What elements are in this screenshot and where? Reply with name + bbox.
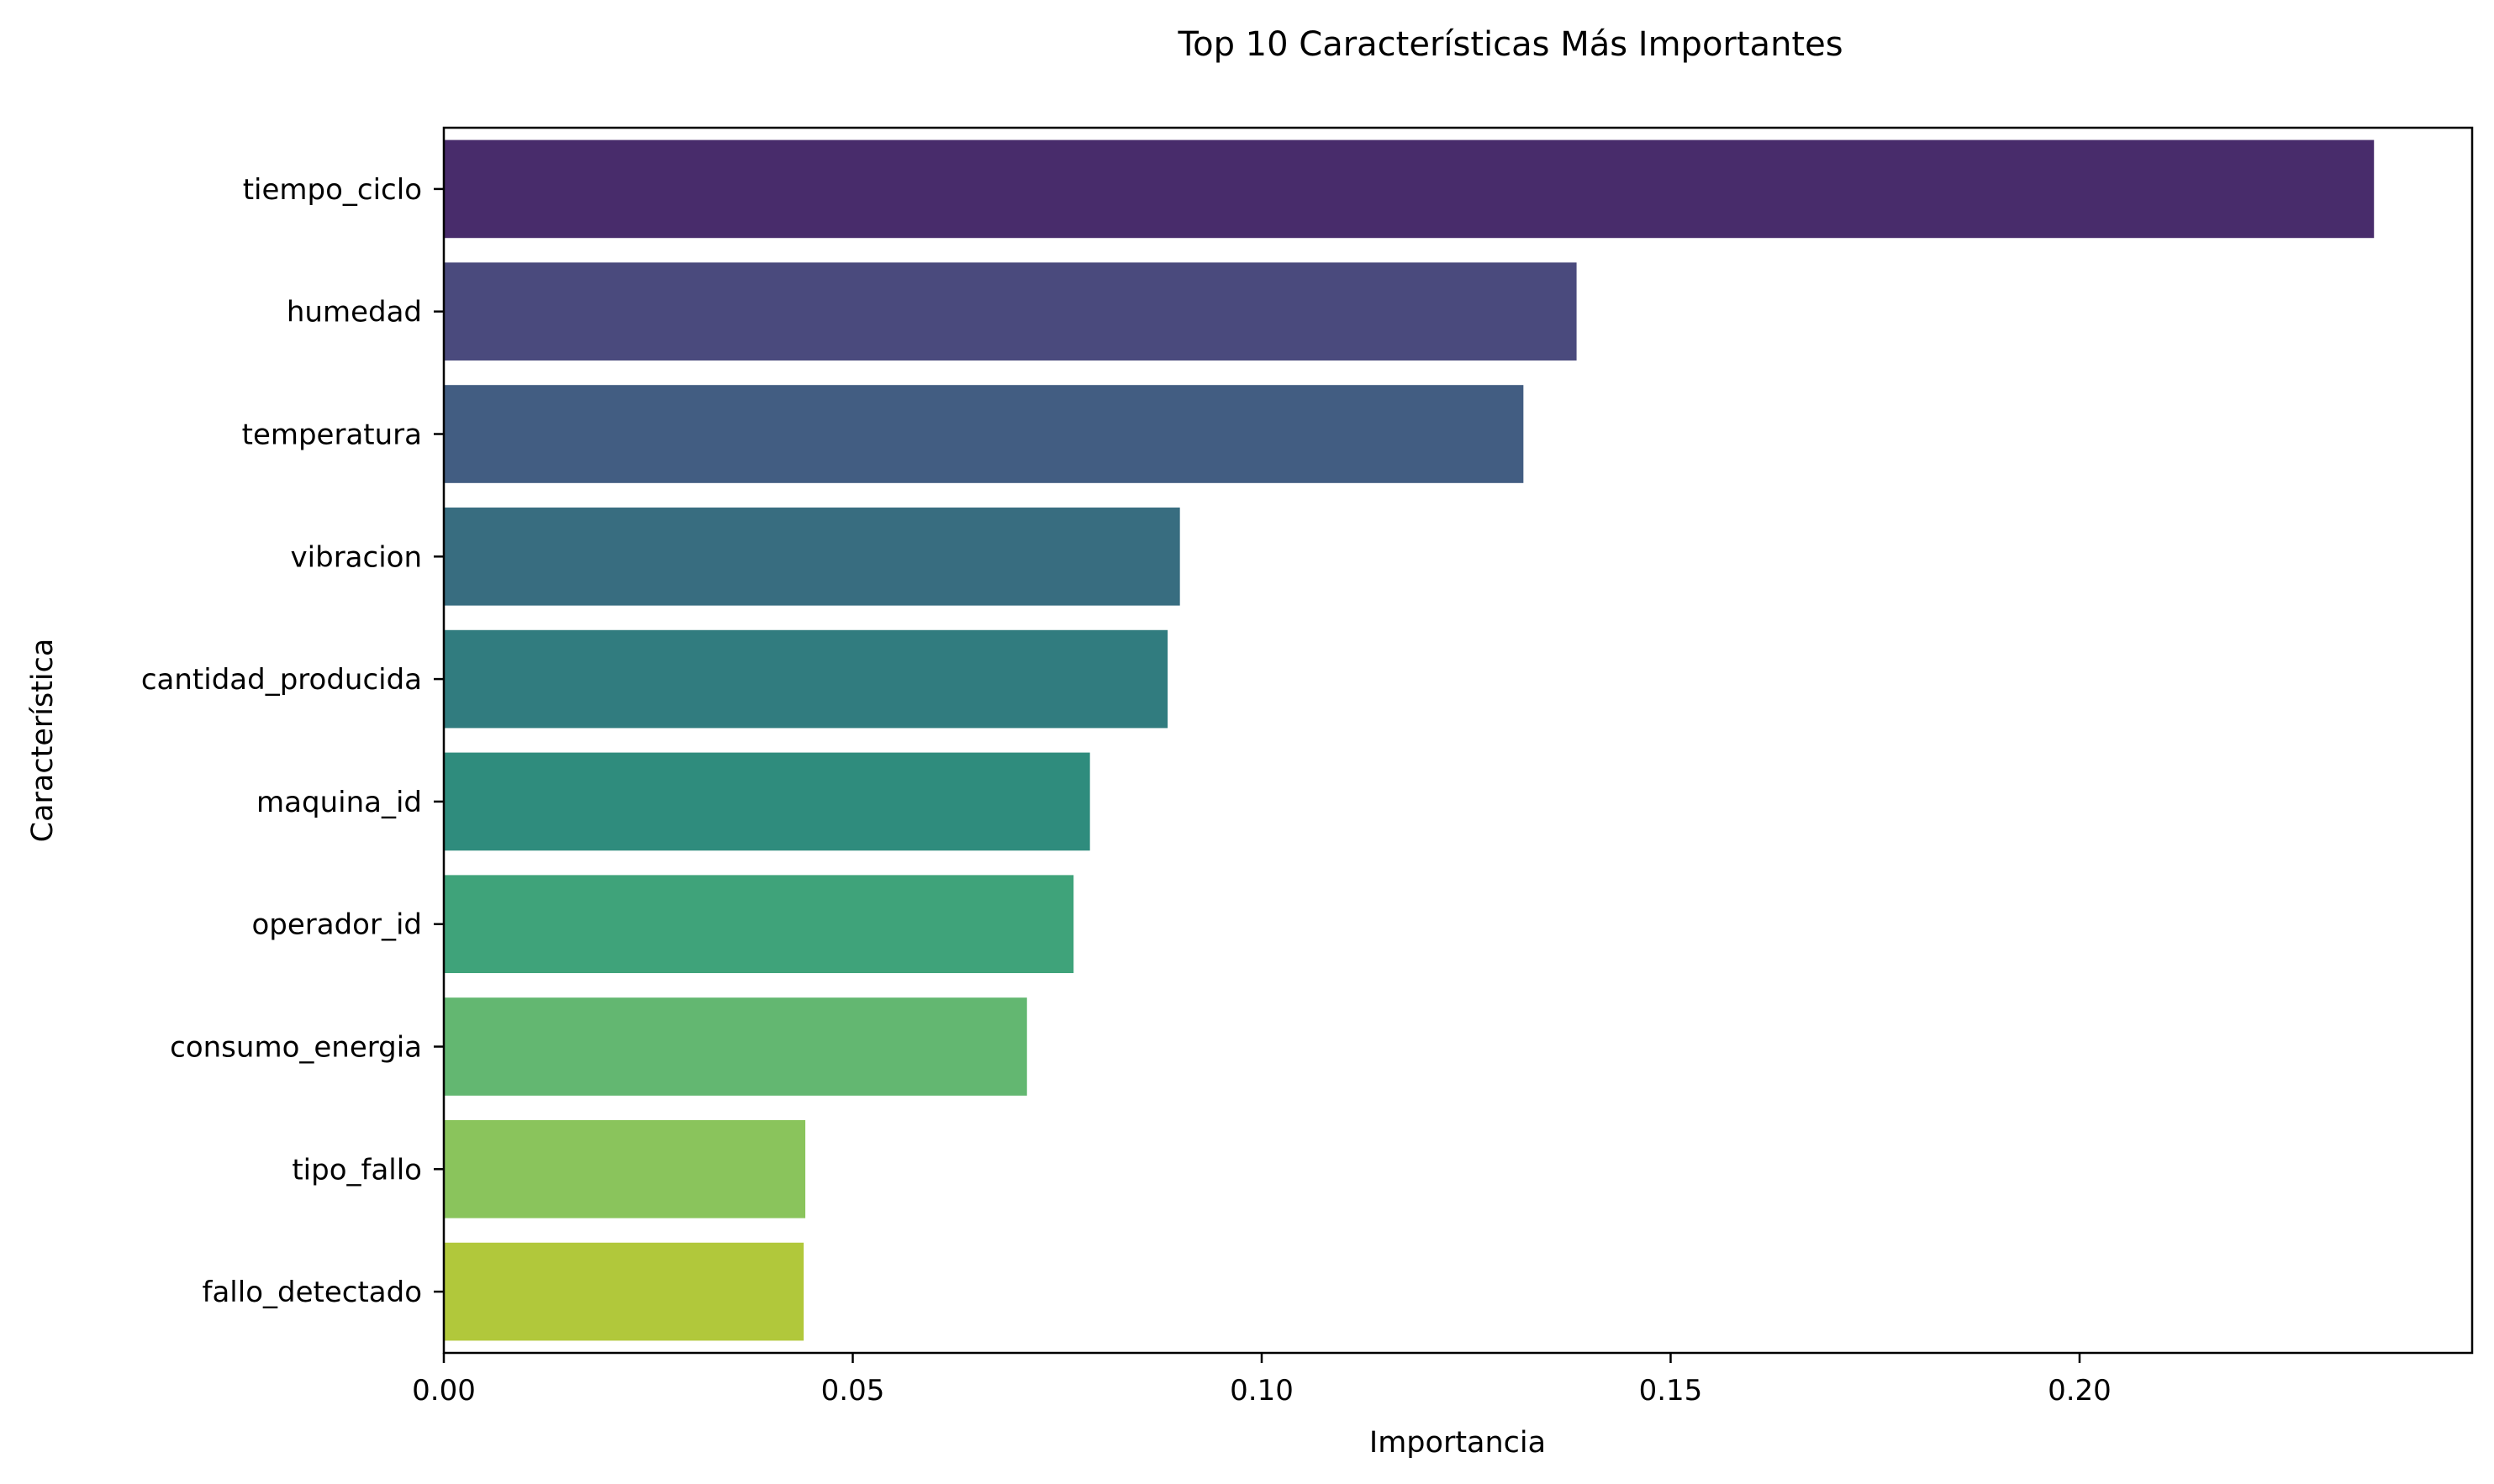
x-tick-label: 0.05 (821, 1374, 885, 1408)
x-tick-label: 0.00 (412, 1374, 476, 1408)
bar-vibracion (444, 507, 1180, 606)
bar-cantidad_producida (444, 629, 1168, 729)
plot-area-frame (442, 126, 2474, 1355)
y-tick-label: temperatura (242, 418, 422, 452)
bar-maquina_id (444, 752, 1090, 851)
y-tick-label: operador_id (251, 908, 422, 942)
y-axis-label: Característica (26, 639, 60, 843)
x-axis-label: Importancia (1369, 1426, 1546, 1460)
bar-temperatura (444, 385, 1524, 483)
y-tick-label: tiempo_ciclo (243, 173, 422, 207)
y-tick-label: vibracion (291, 540, 422, 574)
x-tick-label: 0.15 (1639, 1374, 1703, 1408)
x-axis: 0.00 0.05 0.10 0.15 0.20 (412, 1353, 2112, 1408)
y-tick-label: fallo_detectado (203, 1276, 423, 1309)
chart-title: Top 10 Características Más Importantes (1177, 25, 1843, 64)
bar-humedad (444, 262, 1577, 361)
x-tick-label: 0.10 (1230, 1374, 1294, 1408)
x-tick-label: 0.20 (2048, 1374, 2112, 1408)
y-tick-label: consumo_energia (170, 1031, 422, 1065)
bar-fallo_detectado (444, 1242, 804, 1341)
y-tick-label: humedad (287, 296, 422, 329)
y-tick-label: tipo_fallo (292, 1153, 422, 1187)
y-tick-label: cantidad_producida (141, 663, 422, 697)
bars-group (444, 139, 2375, 1341)
bar-operador_id (444, 875, 1074, 974)
bar-tiempo_ciclo (444, 139, 2375, 239)
y-tick-label: maquina_id (256, 786, 422, 819)
bar-consumo_energia (444, 997, 1027, 1096)
bar-tipo_fallo (444, 1119, 806, 1218)
